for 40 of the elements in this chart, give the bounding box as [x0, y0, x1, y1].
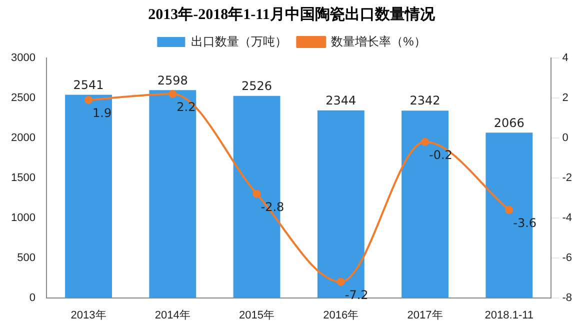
data-label: 1.9 — [92, 106, 112, 120]
y2-tick-label: -8 — [562, 292, 572, 304]
y-tick-label: 2000 — [10, 132, 36, 144]
y-tick-label: 1000 — [10, 212, 36, 224]
x-tick-label: 2016年 — [323, 309, 359, 322]
y-tick-label: 0 — [29, 292, 36, 304]
point — [168, 90, 177, 98]
y2-tick-label: -2 — [562, 172, 572, 184]
y2-tick-label: 4 — [562, 52, 568, 64]
data-label: 2598 — [157, 73, 188, 88]
legend-label: 出口数量（万吨） — [191, 34, 288, 48]
x-tick-label: 2017年 — [407, 309, 443, 322]
x-tick-label: 2013年 — [70, 309, 106, 322]
bar — [149, 90, 196, 298]
y-tick-label: 3000 — [10, 52, 36, 64]
data-label: 2.2 — [176, 100, 196, 114]
bar — [65, 94, 112, 298]
point — [252, 190, 261, 198]
x-tick-label: 2014年 — [154, 309, 190, 322]
data-label: 2342 — [410, 94, 440, 108]
y-tick-label: 1500 — [10, 172, 36, 184]
data-label: -7.2 — [344, 288, 368, 302]
chart-title: 2013年-2018年1-11月中国陶瓷出口数量情况 — [147, 5, 436, 25]
point — [84, 96, 93, 104]
data-label: 2344 — [326, 94, 356, 108]
data-label: 2541 — [73, 78, 104, 92]
y2-tick-label: -4 — [562, 212, 572, 224]
data-label: 2526 — [242, 79, 272, 94]
y2-tick-label: 2 — [562, 92, 568, 104]
y2-tick-label: 0 — [562, 132, 568, 144]
y-tick-label: 500 — [17, 252, 36, 264]
data-label: 2066 — [494, 116, 524, 130]
point — [336, 278, 345, 286]
point — [421, 138, 430, 146]
point — [505, 206, 514, 214]
legend-label: 数量增长率（%） — [331, 34, 426, 48]
x-tick-label: 2018.1-11 — [484, 309, 534, 322]
x-tick-label: 2015年 — [239, 309, 275, 322]
y2-tick-label: -6 — [562, 252, 572, 264]
y-tick-label: 2500 — [10, 92, 36, 104]
